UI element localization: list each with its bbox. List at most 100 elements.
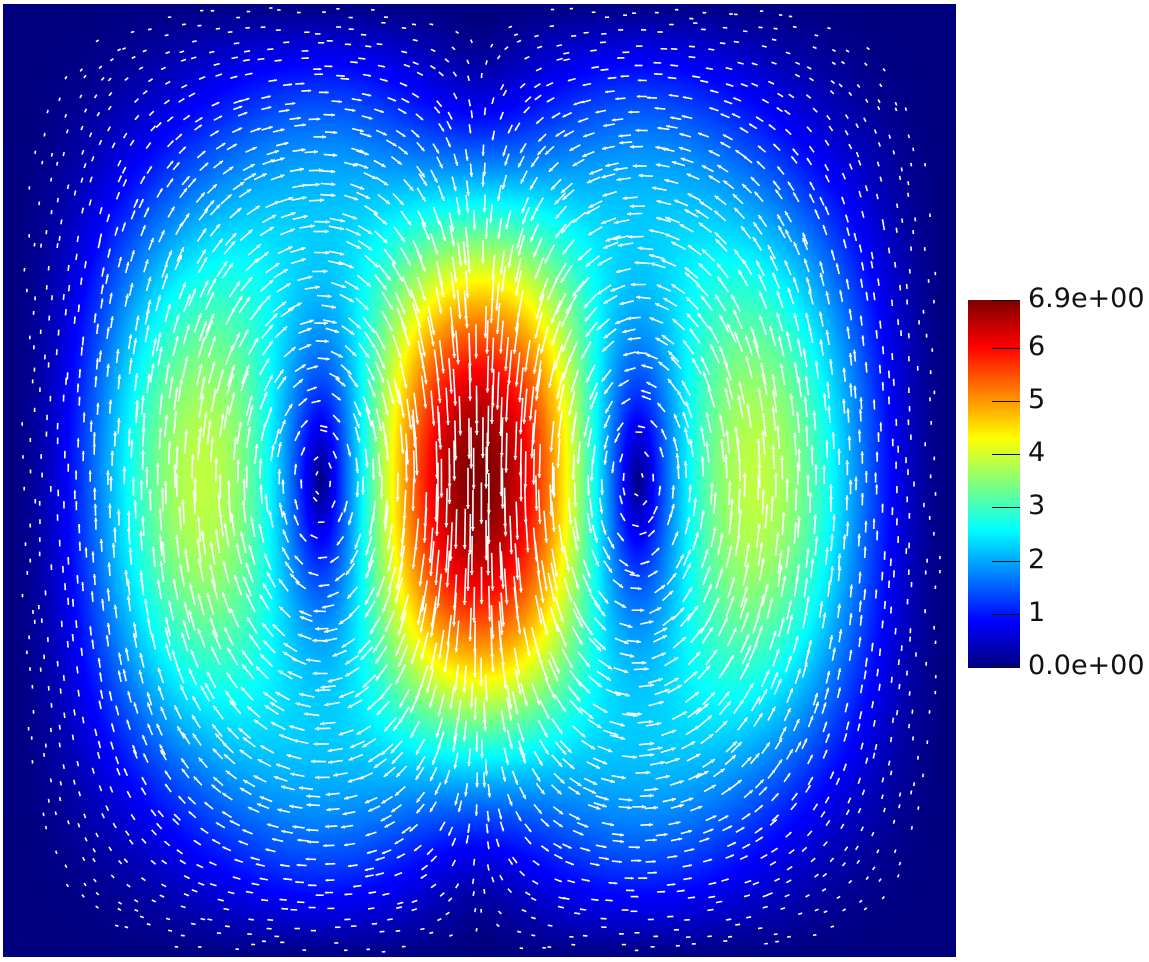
- velocity-arrow: [853, 232, 858, 242]
- velocity-arrow: [142, 49, 147, 53]
- velocity-arrow: [157, 346, 163, 367]
- velocity-arrow: [688, 55, 696, 59]
- velocity-arrow: [264, 312, 278, 327]
- velocity-arrow: [455, 30, 460, 34]
- velocity-arrow: [199, 162, 209, 172]
- velocity-arrow: [700, 356, 711, 375]
- velocity-arrow: [274, 428, 280, 445]
- velocity-arrow: [151, 338, 158, 357]
- velocity-arrow: [132, 338, 138, 355]
- velocity-arrow: [78, 396, 81, 406]
- velocity-arrow-head: [269, 279, 274, 284]
- velocity-arrow-head: [218, 474, 223, 479]
- velocity-arrow: [467, 418, 472, 459]
- velocity-arrow-head: [465, 244, 470, 249]
- velocity-arrow-head: [212, 336, 216, 342]
- velocity-arrow-head: [317, 399, 321, 403]
- velocity-arrow-head: [62, 394, 65, 397]
- velocity-arrow-head: [759, 315, 763, 320]
- velocity-arrow: [742, 472, 747, 498]
- velocity-arrow-shaft: [873, 129, 878, 134]
- velocity-arrow: [67, 556, 70, 565]
- velocity-arrow-head: [235, 75, 238, 78]
- velocity-arrow-shaft: [757, 438, 761, 464]
- velocity-arrow-shaft: [891, 299, 894, 307]
- velocity-arrow-head: [315, 285, 320, 290]
- velocity-arrow-head: [356, 231, 361, 236]
- velocity-arrow-shaft: [788, 93, 795, 99]
- velocity-arrow: [78, 541, 82, 551]
- velocity-arrow: [60, 219, 63, 225]
- velocity-arrow: [159, 561, 165, 583]
- velocity-arrow-shaft: [67, 284, 71, 292]
- velocity-arrow-head: [341, 382, 346, 387]
- velocity-arrow: [670, 283, 686, 295]
- velocity-arrow-shaft: [536, 45, 543, 49]
- velocity-arrow-shaft: [525, 516, 529, 553]
- velocity-arrow-head: [797, 515, 801, 520]
- velocity-arrow: [845, 521, 850, 537]
- velocity-arrow-head: [576, 287, 581, 292]
- velocity-arrow: [818, 311, 824, 327]
- velocity-arrow-head: [265, 358, 269, 364]
- velocity-arrow: [182, 114, 191, 121]
- velocity-arrow: [209, 203, 221, 216]
- velocity-arrow: [110, 316, 114, 329]
- velocity-arrow-head: [725, 377, 730, 382]
- velocity-arrow-head: [664, 233, 670, 238]
- velocity-arrow: [470, 489, 475, 532]
- velocity-arrow: [312, 269, 328, 274]
- velocity-arrow: [769, 255, 779, 271]
- velocity-arrow: [556, 409, 563, 439]
- velocity-arrow-shaft: [514, 421, 518, 461]
- velocity-arrow: [304, 285, 320, 290]
- velocity-arrow-head: [322, 135, 327, 139]
- velocity-arrow-shaft: [897, 319, 900, 326]
- velocity-arrow-head: [155, 462, 160, 467]
- velocity-arrow: [725, 66, 733, 71]
- velocity-arrow: [755, 260, 765, 277]
- velocity-arrow-head: [796, 338, 801, 343]
- velocity-arrow: [898, 175, 902, 181]
- velocity-arrow: [771, 374, 778, 397]
- velocity-arrow-head: [167, 441, 172, 446]
- velocity-arrow-shaft: [231, 56, 238, 60]
- velocity-arrow-head: [434, 580, 439, 585]
- velocity-arrow-head: [464, 324, 469, 329]
- velocity-arrow-shaft: [34, 150, 37, 155]
- velocity-arrow-head: [550, 185, 556, 190]
- velocity-arrow-shaft: [533, 343, 541, 375]
- velocity-arrow-head: [637, 425, 641, 428]
- velocity-arrow: [343, 500, 348, 513]
- velocity-arrow: [679, 223, 694, 233]
- velocity-arrow: [614, 317, 630, 325]
- velocity-arrow: [115, 191, 121, 200]
- velocity-arrow-head: [179, 134, 182, 137]
- velocity-arrow-head: [753, 237, 757, 242]
- velocity-arrow: [271, 157, 285, 163]
- velocity-arrow: [737, 395, 744, 419]
- velocity-arrow-shaft: [56, 197, 59, 203]
- velocity-arrow: [367, 378, 377, 398]
- velocity-arrow-head: [762, 99, 765, 102]
- velocity-arrow: [563, 58, 570, 62]
- velocity-arrow-shaft: [910, 162, 913, 167]
- velocity-arrow: [181, 356, 189, 379]
- velocity-arrow-head: [607, 76, 611, 80]
- velocity-arrow-shaft: [491, 384, 494, 424]
- velocity-arrow: [628, 234, 644, 239]
- velocity-arrow: [897, 319, 900, 326]
- velocity-arrow: [636, 94, 648, 98]
- velocity-arrow-head: [437, 110, 440, 114]
- velocity-arrow: [173, 464, 178, 489]
- velocity-arrow-head: [775, 189, 779, 194]
- velocity-arrow-shaft: [243, 50, 251, 53]
- velocity-arrow: [570, 369, 580, 393]
- velocity-arrow-head: [683, 461, 688, 466]
- velocity-arrow-head: [529, 185, 534, 190]
- velocity-arrow-head: [314, 365, 319, 369]
- velocity-arrow-head: [116, 418, 121, 423]
- velocity-arrow: [537, 133, 547, 143]
- velocity-arrow: [206, 183, 218, 194]
- velocity-arrow: [180, 58, 187, 62]
